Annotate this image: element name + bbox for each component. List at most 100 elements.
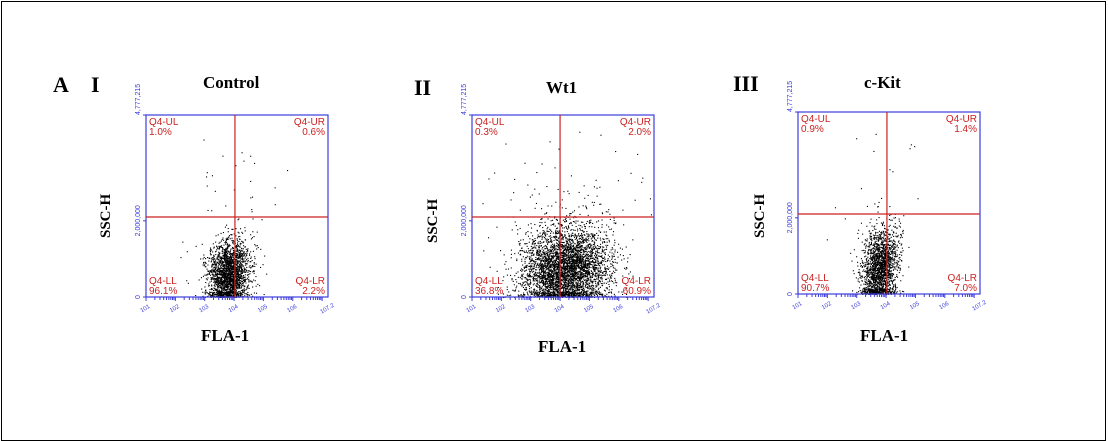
- data-point: [249, 255, 250, 256]
- data-point: [249, 295, 250, 296]
- data-point: [220, 242, 221, 243]
- data-point: [582, 268, 583, 269]
- data-point: [201, 289, 202, 290]
- data-point: [615, 262, 616, 263]
- data-point: [232, 248, 233, 249]
- data-point: [212, 272, 213, 273]
- data-point: [260, 267, 261, 268]
- data-point: [503, 276, 504, 277]
- data-point: [236, 295, 237, 296]
- data-point: [549, 287, 550, 288]
- data-point: [577, 253, 578, 254]
- data-point: [212, 257, 213, 258]
- data-point: [214, 288, 215, 289]
- data-point: [527, 274, 528, 275]
- data-point: [549, 229, 550, 230]
- data-point: [212, 277, 213, 278]
- data-point: [210, 248, 211, 249]
- data-point: [230, 253, 231, 254]
- data-point: [225, 249, 226, 250]
- data-point: [215, 260, 216, 261]
- data-point: [213, 279, 214, 280]
- data-point: [613, 254, 614, 255]
- data-point: [238, 287, 239, 288]
- data-point: [232, 291, 233, 292]
- data-point: [581, 234, 582, 235]
- data-point: [254, 262, 255, 263]
- data-point: [616, 270, 617, 271]
- data-point: [556, 248, 557, 249]
- data-point: [240, 285, 241, 286]
- data-point: [534, 261, 535, 262]
- data-point: [529, 291, 530, 292]
- data-point: [616, 282, 617, 283]
- data-point: [228, 231, 229, 232]
- data-point: [230, 263, 231, 264]
- data-point: [612, 255, 613, 256]
- data-point: [544, 231, 545, 232]
- data-point: [245, 246, 246, 247]
- data-point: [583, 277, 584, 278]
- data-point: [541, 256, 542, 257]
- data-point: [580, 293, 581, 294]
- data-point: [207, 172, 208, 173]
- data-point: [594, 248, 595, 249]
- data-point: [568, 227, 569, 228]
- data-point: [553, 283, 554, 284]
- data-point: [536, 278, 537, 279]
- data-point: [524, 268, 525, 269]
- data-point: [224, 249, 225, 250]
- data-point: [570, 243, 571, 244]
- data-point: [221, 246, 222, 247]
- data-point: [576, 226, 577, 227]
- data-point: [556, 290, 557, 291]
- data-point: [240, 291, 241, 292]
- data-point: [573, 242, 574, 243]
- data-point: [528, 236, 529, 237]
- data-point: [562, 253, 563, 254]
- panel-2-roman: II: [414, 75, 431, 101]
- data-point: [209, 293, 210, 294]
- data-point: [241, 261, 242, 262]
- data-point: [588, 270, 589, 271]
- data-point: [221, 267, 222, 268]
- data-point: [574, 290, 575, 291]
- data-point: [597, 275, 598, 276]
- data-point: [522, 282, 523, 283]
- data-point: [584, 289, 585, 290]
- data-point: [551, 245, 552, 246]
- data-point: [218, 284, 219, 285]
- data-point: [241, 286, 242, 287]
- data-point: [583, 284, 584, 285]
- data-point: [597, 245, 598, 246]
- data-point: [536, 254, 537, 255]
- data-point: [600, 232, 601, 233]
- data-point: [212, 175, 213, 176]
- data-point: [515, 289, 516, 290]
- x-tick-label: 104: [228, 304, 240, 315]
- data-point: [243, 253, 244, 254]
- data-point: [232, 255, 233, 256]
- data-point: [545, 277, 546, 278]
- data-point: [250, 280, 251, 281]
- data-point: [243, 282, 244, 283]
- data-point: [553, 223, 554, 224]
- data-point: [238, 270, 239, 271]
- data-point: [213, 295, 214, 296]
- data-point: [521, 259, 522, 260]
- data-point: [591, 253, 592, 254]
- x-tick-label: 101: [140, 304, 152, 315]
- data-point: [233, 279, 234, 280]
- data-point: [610, 276, 611, 277]
- data-point: [564, 231, 565, 232]
- data-point: [237, 240, 238, 241]
- data-point: [287, 170, 288, 171]
- data-point: [229, 244, 230, 245]
- data-point: [569, 247, 570, 248]
- data-point: [525, 252, 526, 253]
- data-point: [237, 244, 238, 245]
- data-point: [564, 236, 565, 237]
- data-point: [208, 293, 209, 294]
- data-point: [564, 227, 565, 228]
- data-point: [586, 242, 587, 243]
